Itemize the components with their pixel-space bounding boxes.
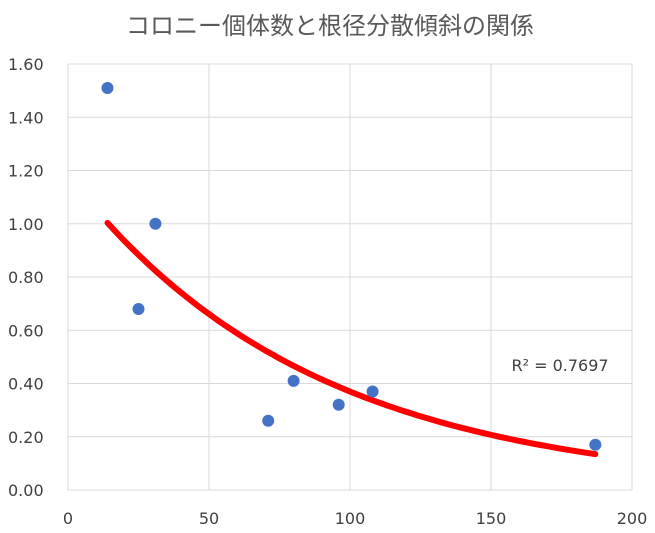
data-point — [589, 438, 602, 451]
gridlines — [67, 63, 633, 491]
trendline-group — [104, 219, 599, 458]
y-tick-label: 0.80 — [8, 268, 44, 287]
x-tick-label: 100 — [335, 509, 366, 528]
data-point — [149, 217, 162, 230]
data-point — [287, 374, 300, 387]
data-point — [366, 385, 379, 398]
data-point — [262, 414, 275, 427]
data-point — [101, 81, 114, 94]
data-point — [332, 398, 345, 411]
data-points — [101, 81, 602, 451]
y-tick-label: 1.00 — [8, 215, 44, 234]
y-tick-label: 0.20 — [8, 428, 44, 447]
y-tick-label: 1.40 — [8, 108, 44, 127]
trendline — [104, 219, 599, 458]
tick-labels: 0.00 0.20 0.40 0.60 0.80 1.00 1.20 1.40 1.60 0 50 1… — [8, 55, 647, 528]
y-tick-label: 1.60 — [8, 55, 44, 74]
y-tick-label: 1.20 — [8, 162, 44, 181]
chart-title: コロニー個体数と根径分散傾斜の関係 — [126, 12, 534, 40]
x-tick-label: 50 — [199, 509, 219, 528]
y-tick-label: 0.60 — [8, 321, 44, 340]
r-squared-label: R² = 0.7697 — [511, 356, 608, 375]
data-point — [132, 302, 145, 315]
y-tick-label: 0.40 — [8, 375, 44, 394]
x-tick-label: 200 — [617, 509, 648, 528]
x-tick-label: 150 — [476, 509, 507, 528]
x-tick-label: 0 — [63, 509, 73, 528]
y-tick-label: 0.00 — [8, 481, 44, 500]
